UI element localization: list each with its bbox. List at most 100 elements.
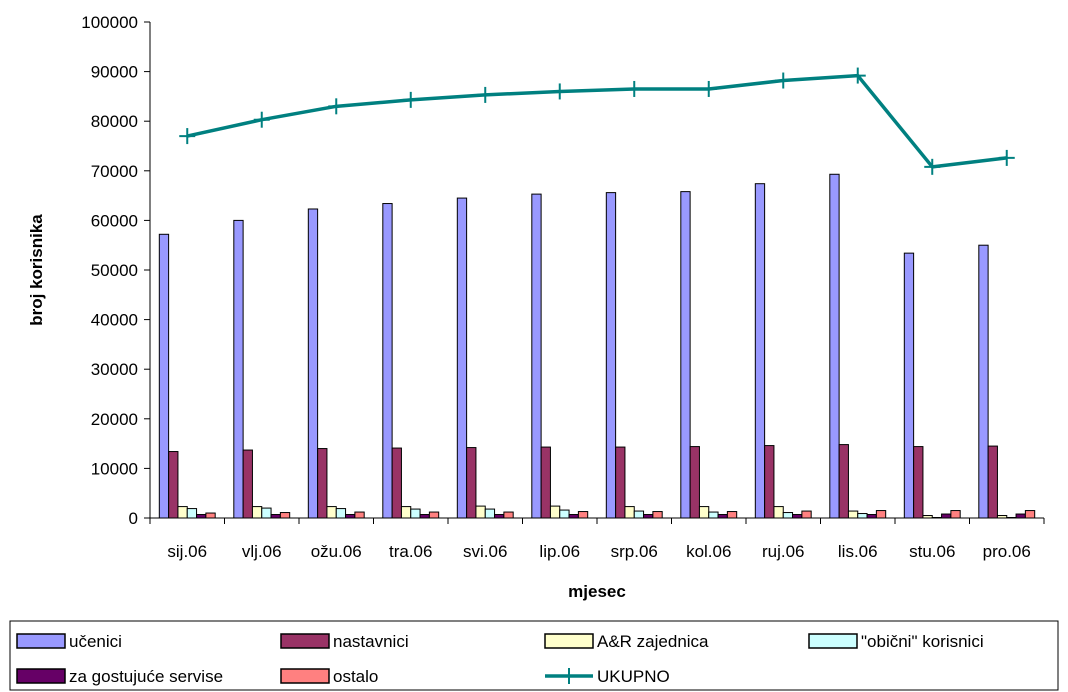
bar-5-2: [270, 514, 281, 519]
y-tick-label: 30000: [91, 360, 138, 379]
bar-3-9: [773, 506, 784, 519]
bar-2-9: [764, 445, 775, 519]
x-axis-title: mjesec: [568, 582, 626, 601]
bar-6-6: [577, 511, 589, 519]
bar-5-9: [792, 514, 803, 519]
bar-1-6: [531, 193, 542, 519]
y-tick-label: 10000: [91, 459, 138, 478]
x-tick-label: srp.06: [611, 542, 658, 561]
bar-3-6: [549, 505, 561, 519]
x-tick-label: ruj.06: [762, 542, 805, 561]
legend-label: A&R zajednica: [597, 632, 709, 651]
legend-item-5: za gostujuće servise: [16, 667, 223, 686]
bar-2-4: [391, 447, 402, 519]
bar-4-6: [559, 509, 570, 519]
y-tick-label: 50000: [91, 261, 138, 280]
legend-label: UKUPNO: [597, 667, 670, 686]
bar-5-7: [643, 514, 654, 519]
legend-swatch: [544, 633, 594, 649]
bar-6-7: [652, 511, 663, 519]
bar-4-2: [261, 507, 272, 519]
x-tick-label: tra.06: [389, 542, 432, 561]
legend-item-4: "obični" korisnici: [808, 632, 984, 651]
bar-3-10: [847, 510, 859, 519]
x-tick-label: ožu.06: [311, 542, 362, 561]
bar-1-11: [903, 252, 915, 519]
legend-swatch: [808, 633, 858, 649]
bar-6-9: [801, 510, 812, 519]
y-tick-label: 60000: [91, 211, 138, 230]
bar-3-3: [326, 506, 337, 519]
bar-2-2: [242, 449, 253, 519]
bar-4-7: [633, 510, 645, 519]
legend-item-2: nastavnici: [280, 632, 409, 651]
y-tick-label: 70000: [91, 162, 138, 181]
x-tick-label: lip.06: [539, 542, 580, 561]
bar-6-11: [950, 510, 961, 519]
legend-item-3: A&R zajednica: [544, 632, 709, 651]
line-point-6: [551, 83, 568, 100]
bar-5-1: [196, 514, 207, 519]
bar-1-5: [456, 197, 468, 519]
x-tick-label: stu.06: [909, 542, 955, 561]
bar-4-3: [335, 508, 347, 519]
bar-1-1: [158, 233, 170, 519]
y-axis-title: broj korisnika: [27, 214, 46, 326]
x-tick-label: svi.06: [463, 542, 507, 561]
bar-6-8: [726, 511, 738, 519]
x-tick-label: kol.06: [686, 542, 731, 561]
bar-6-4: [428, 511, 440, 519]
bar-6-2: [279, 512, 291, 519]
bar-6-12: [1024, 510, 1036, 519]
bar-3-7: [624, 506, 635, 519]
bar-6-10: [875, 510, 887, 519]
y-tick-label: 90000: [91, 63, 138, 82]
line-point-4: [402, 91, 419, 108]
bar-3-8: [698, 506, 710, 519]
bar-2-6: [540, 446, 551, 519]
bar-5-5: [494, 514, 505, 519]
legend-label: za gostujuće servise: [69, 667, 223, 686]
legend-swatch: [16, 633, 66, 649]
bar-2-12: [987, 445, 998, 519]
bar-1-12: [978, 244, 989, 519]
legend-item-6: ostalo: [280, 667, 378, 686]
legend-item-7: UKUPNO: [545, 667, 670, 686]
line-point-7: [626, 80, 643, 97]
bar-2-11: [913, 446, 924, 519]
bar-4-5: [484, 508, 496, 519]
y-tick-label: 20000: [91, 410, 138, 429]
x-tick-label: pro.06: [983, 542, 1031, 561]
bar-5-4: [419, 514, 430, 519]
legend-box: [9, 620, 1059, 691]
bar-4-4: [410, 508, 421, 519]
legend-item-1: učenici: [16, 632, 122, 651]
legend-swatch: [16, 668, 66, 684]
line-point-5: [477, 86, 494, 103]
legend-label: ostalo: [333, 667, 378, 686]
y-tick-label: 0: [129, 509, 138, 528]
bar-5-6: [568, 514, 579, 519]
legend-label: učenici: [69, 632, 122, 651]
bar-2-5: [466, 447, 477, 519]
bar-2-7: [615, 446, 626, 519]
bar-4-10: [857, 513, 868, 519]
line-point-12: [998, 149, 1015, 166]
bar-5-10: [866, 514, 877, 519]
bar-5-3: [345, 514, 356, 519]
legend-label: nastavnici: [333, 632, 409, 651]
bar-4-1: [186, 508, 198, 519]
bar-1-4: [382, 203, 393, 519]
x-tick-label: sij.06: [167, 542, 207, 561]
bar-1-7: [605, 192, 617, 519]
bar-3-4: [400, 506, 412, 519]
bar-2-8: [689, 446, 700, 519]
line-point-2: [253, 111, 270, 128]
bar-1-9: [754, 183, 766, 519]
bar-2-1: [168, 451, 179, 519]
bar-1-10: [829, 173, 840, 519]
bar-2-10: [838, 444, 849, 519]
line-point-10: [849, 67, 866, 84]
bar-6-3: [354, 511, 365, 519]
